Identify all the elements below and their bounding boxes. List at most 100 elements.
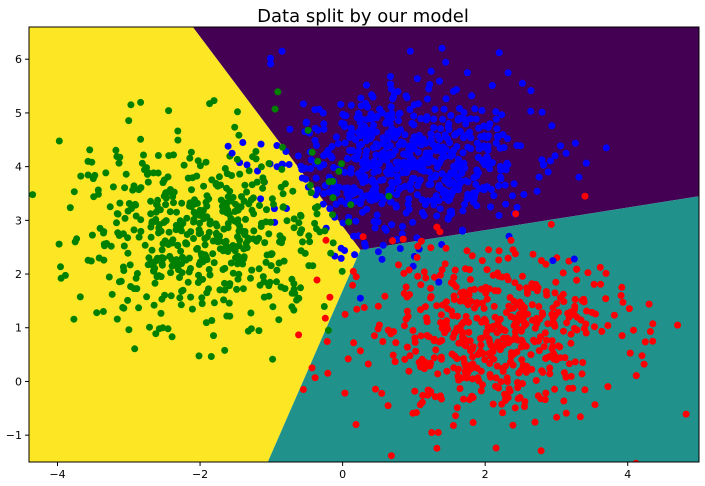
data-point	[329, 239, 337, 247]
data-point	[235, 131, 243, 139]
data-point	[488, 82, 496, 89]
data-point	[416, 176, 424, 184]
data-point	[228, 172, 236, 179]
data-point	[236, 236, 244, 244]
data-point	[66, 204, 74, 212]
data-point	[529, 250, 537, 258]
data-point	[432, 346, 440, 354]
data-point	[349, 281, 357, 289]
data-point	[501, 397, 509, 404]
data-point	[426, 362, 434, 370]
data-point	[145, 254, 153, 262]
data-point	[441, 329, 449, 337]
data-point	[195, 352, 203, 360]
data-point	[290, 285, 298, 293]
data-point	[403, 307, 411, 315]
data-point	[411, 140, 419, 148]
data-point	[441, 176, 449, 184]
data-point	[551, 385, 559, 393]
data-point	[490, 322, 498, 330]
data-point	[496, 346, 504, 354]
data-point	[535, 337, 542, 345]
data-point	[541, 329, 549, 337]
data-point	[320, 303, 328, 310]
data-point	[263, 206, 270, 214]
data-point	[399, 139, 407, 147]
data-point	[183, 231, 191, 238]
data-point	[311, 124, 319, 132]
data-point	[384, 170, 392, 178]
data-point	[165, 228, 173, 236]
data-point	[509, 361, 517, 369]
data-point	[400, 269, 408, 277]
data-point	[164, 325, 172, 333]
data-point	[327, 249, 335, 257]
data-point	[138, 159, 146, 167]
data-point	[152, 257, 160, 265]
data-point	[162, 201, 170, 209]
data-point	[468, 252, 476, 260]
data-point	[268, 195, 276, 203]
data-point	[511, 279, 519, 287]
data-point	[347, 101, 355, 109]
data-point	[167, 269, 175, 277]
data-point	[515, 284, 523, 291]
data-point	[160, 219, 168, 226]
data-point	[312, 174, 320, 182]
data-point	[362, 177, 370, 185]
data-point	[473, 139, 481, 147]
data-point	[430, 354, 438, 362]
data-point	[499, 131, 507, 139]
data-point	[421, 201, 429, 209]
data-point	[206, 271, 214, 279]
data-point	[332, 200, 340, 208]
data-point	[459, 149, 467, 157]
data-point	[411, 387, 419, 395]
data-point	[486, 120, 494, 128]
data-point	[202, 158, 210, 166]
data-point	[483, 266, 491, 274]
data-point	[414, 182, 422, 190]
data-point	[121, 184, 129, 192]
data-point	[135, 233, 143, 241]
data-point	[497, 175, 505, 183]
data-point	[533, 287, 541, 295]
data-point	[427, 135, 435, 143]
data-point	[502, 166, 510, 174]
data-point	[604, 383, 612, 391]
data-point	[546, 364, 554, 372]
data-point	[210, 332, 217, 340]
data-point	[89, 175, 97, 183]
data-point	[373, 128, 380, 136]
data-point	[476, 347, 484, 355]
data-point	[465, 318, 473, 326]
data-point	[425, 386, 433, 394]
data-point	[378, 109, 386, 117]
data-point	[152, 330, 160, 338]
data-point	[413, 254, 421, 261]
data-point	[575, 173, 583, 181]
data-point	[388, 114, 396, 122]
data-point	[378, 389, 386, 397]
data-point	[427, 130, 435, 138]
data-point	[449, 422, 457, 429]
data-point	[567, 339, 575, 347]
data-point	[447, 279, 455, 287]
data-point	[422, 274, 430, 282]
data-point	[510, 297, 518, 305]
data-point	[490, 192, 498, 200]
data-point	[148, 246, 156, 254]
data-point	[537, 447, 545, 455]
x-tick-label: 2	[482, 468, 489, 481]
data-point	[329, 211, 336, 219]
data-point	[286, 125, 294, 133]
data-point	[311, 219, 319, 227]
data-point	[106, 203, 114, 211]
data-point	[560, 397, 568, 405]
data-point	[116, 199, 124, 207]
data-point	[350, 339, 358, 347]
data-point	[567, 372, 575, 380]
data-point	[278, 47, 286, 55]
data-point	[381, 292, 389, 300]
data-point	[486, 338, 494, 346]
